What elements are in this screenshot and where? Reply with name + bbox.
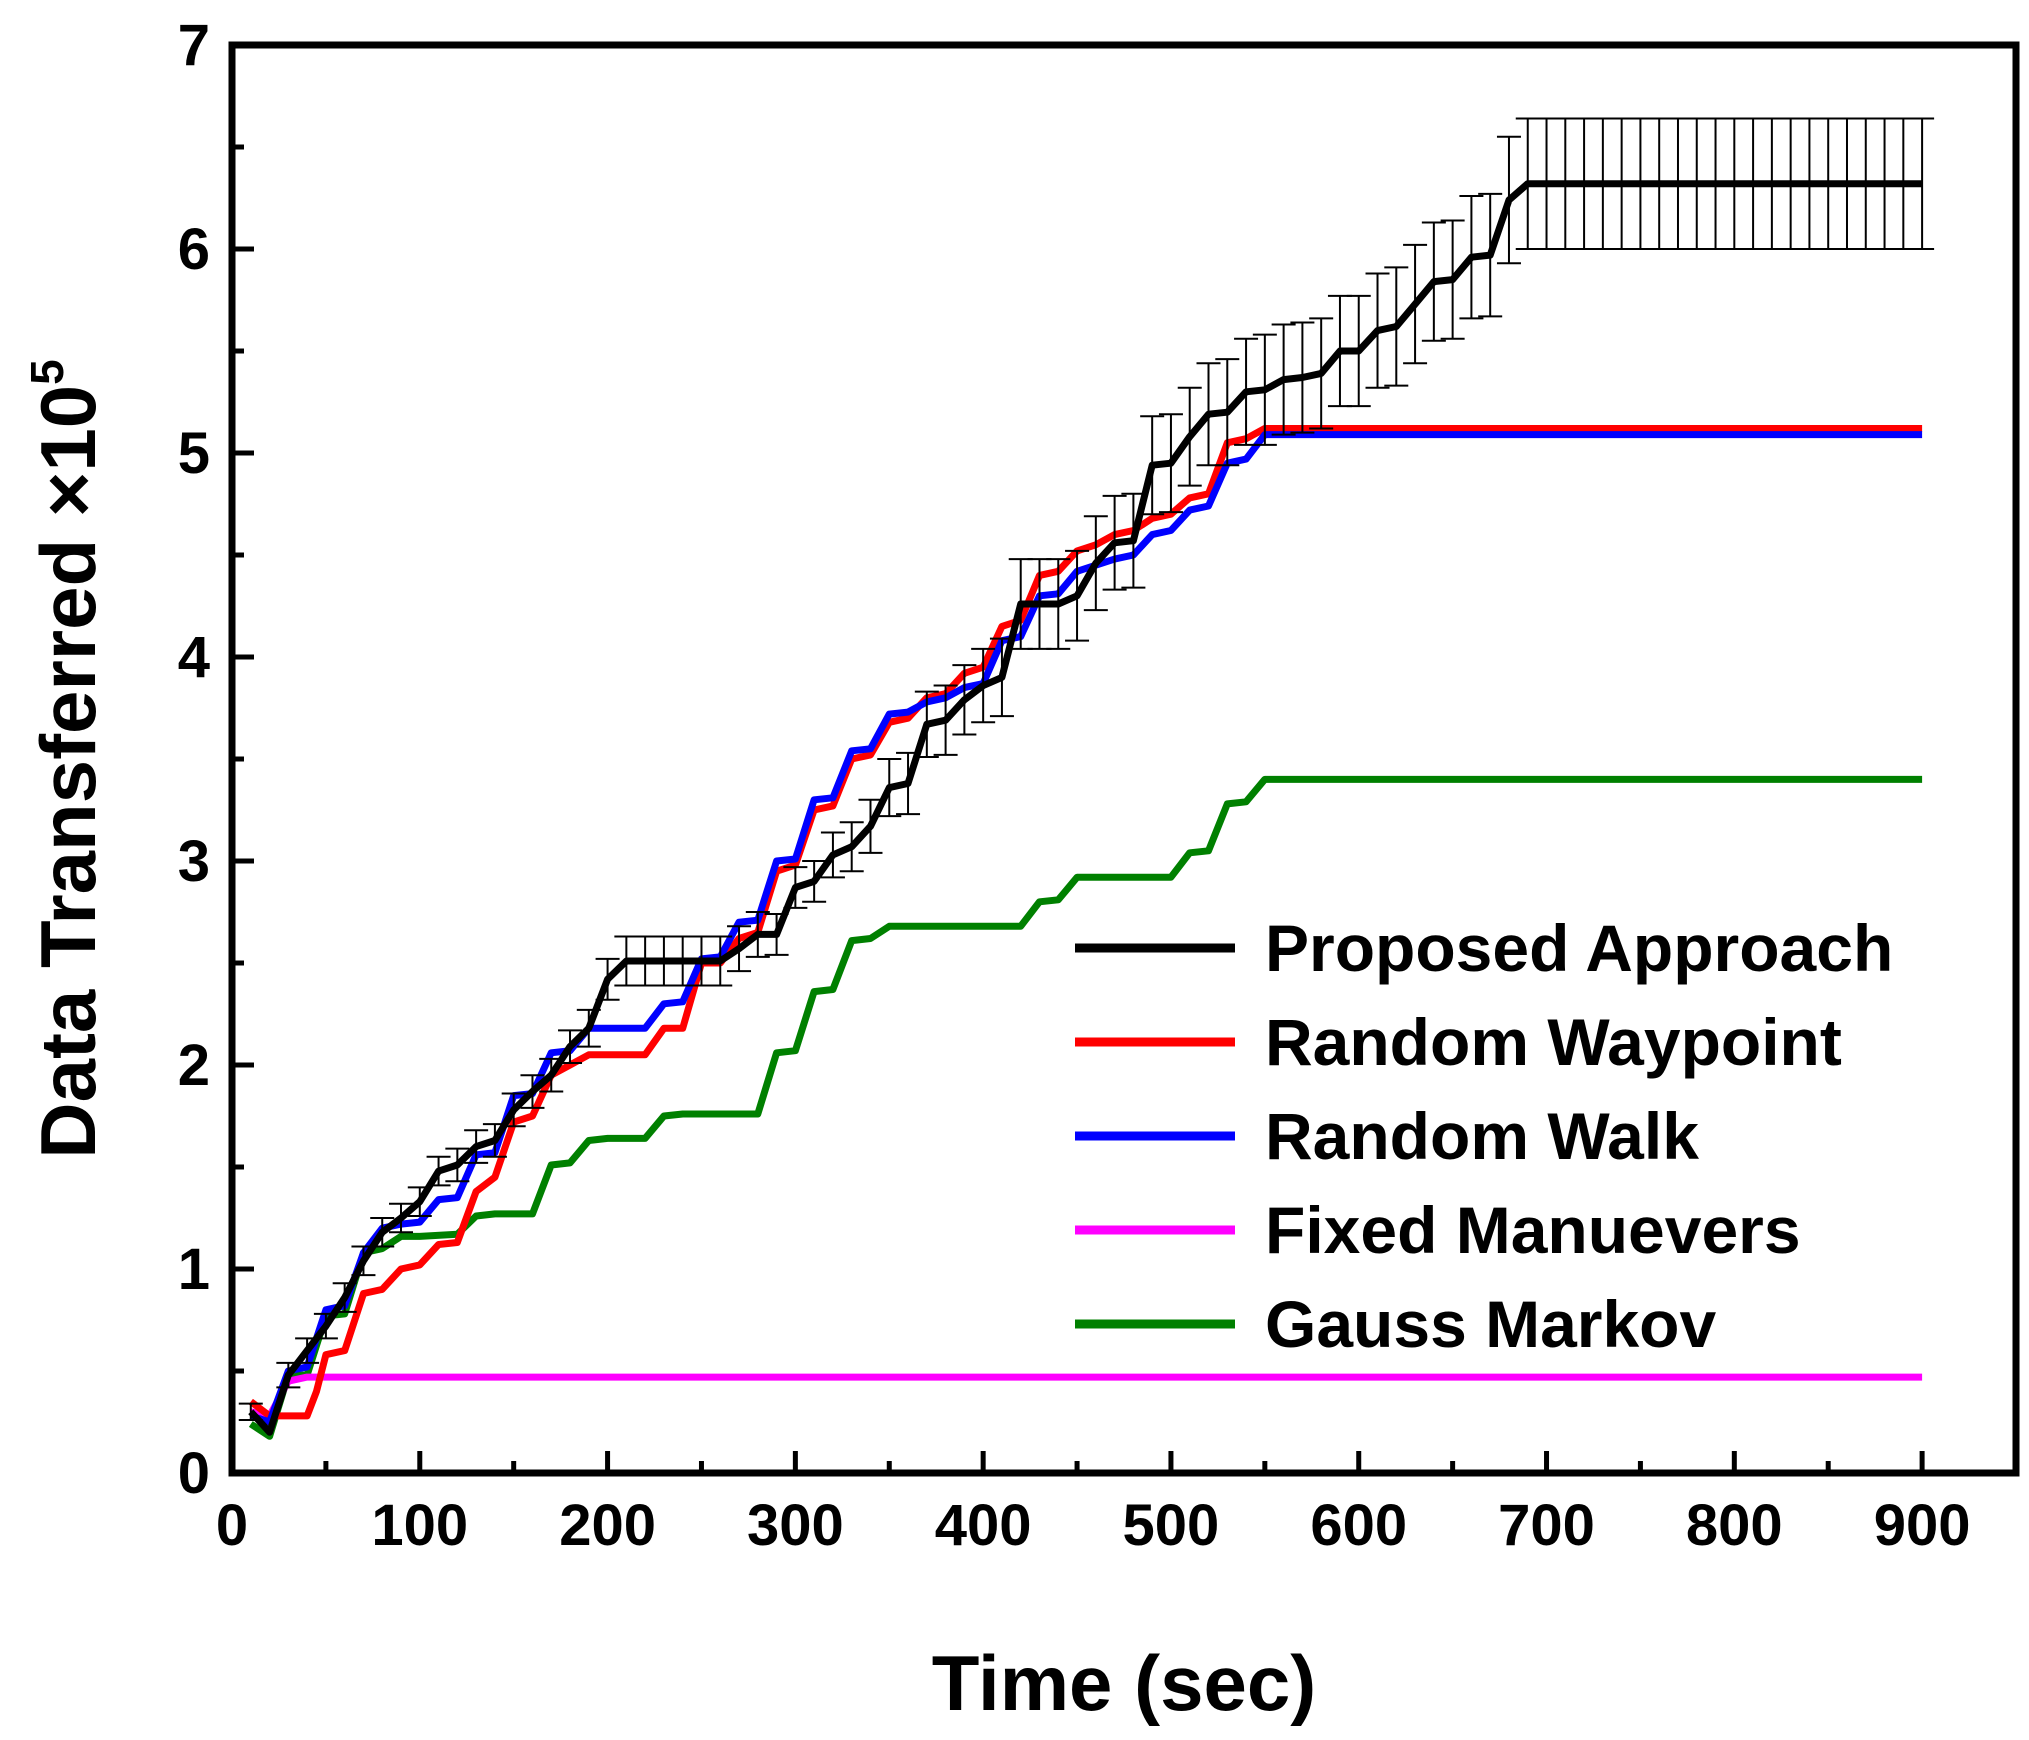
- y-axis-title: Data Transferred ×105: [21, 359, 112, 1159]
- x-tick-label: 0: [216, 1493, 248, 1558]
- y-tick-label: 7: [178, 13, 210, 78]
- x-tick-label: 200: [559, 1493, 656, 1558]
- x-axis-title: Time (sec): [932, 1639, 1316, 1727]
- y-tick-label: 2: [178, 1033, 210, 1098]
- series-proposed-approach: [238, 117, 1935, 1436]
- x-tick-label: 100: [371, 1493, 468, 1558]
- x-tick-label: 700: [1498, 1493, 1595, 1558]
- x-tick-label: 600: [1310, 1493, 1407, 1558]
- series-fixed-manuevers: [250, 1373, 1923, 1420]
- legend-item-gauss-markov: Gauss Markov: [1075, 1287, 1716, 1361]
- y-tick-label: 5: [178, 421, 210, 486]
- x-tick-label: 900: [1874, 1493, 1971, 1558]
- legend-label: Random Waypoint: [1265, 1005, 1842, 1079]
- legend-item-proposed-approach: Proposed Approach: [1075, 911, 1893, 985]
- y-axis-title-exponent: 5: [21, 359, 73, 385]
- legend-label: Fixed Manuevers: [1265, 1193, 1801, 1267]
- x-tick-label: 800: [1686, 1493, 1783, 1558]
- x-tick-label: 400: [935, 1493, 1032, 1558]
- legend: Proposed Approach Random Waypoint Random W…: [1075, 911, 1893, 1361]
- y-tick-label: 4: [178, 625, 210, 690]
- legend-label: Gauss Markov: [1265, 1287, 1716, 1361]
- y-tick-label: 0: [178, 1441, 210, 1506]
- legend-item-fixed-manuevers: Fixed Manuevers: [1075, 1193, 1801, 1267]
- legend-item-random-waypoint: Random Waypoint: [1075, 1005, 1842, 1079]
- y-tick-label: 1: [178, 1237, 210, 1302]
- series-layer: [238, 117, 1935, 1440]
- y-tick-label: 6: [178, 217, 210, 282]
- legend-label: Proposed Approach: [1265, 911, 1893, 985]
- x-tick-label: 500: [1123, 1493, 1220, 1558]
- series-gauss-markov: [248, 775, 1923, 1440]
- legend-item-random-walk: Random Walk: [1075, 1099, 1699, 1173]
- x-tick-label: 300: [747, 1493, 844, 1558]
- legend-label: Random Walk: [1265, 1099, 1699, 1173]
- y-axis-title-text: Data Transferred ×10: [24, 385, 112, 1159]
- axes-layer: 0 100 200 300 400 500 600 700 800 900 0 1 2 3 4 5 6 7: [178, 13, 1971, 1558]
- y-tick-label: 3: [178, 829, 210, 894]
- series-line-fixed-manuevers: [250, 1373, 1923, 1420]
- series-line-gauss-markov: [248, 775, 1923, 1440]
